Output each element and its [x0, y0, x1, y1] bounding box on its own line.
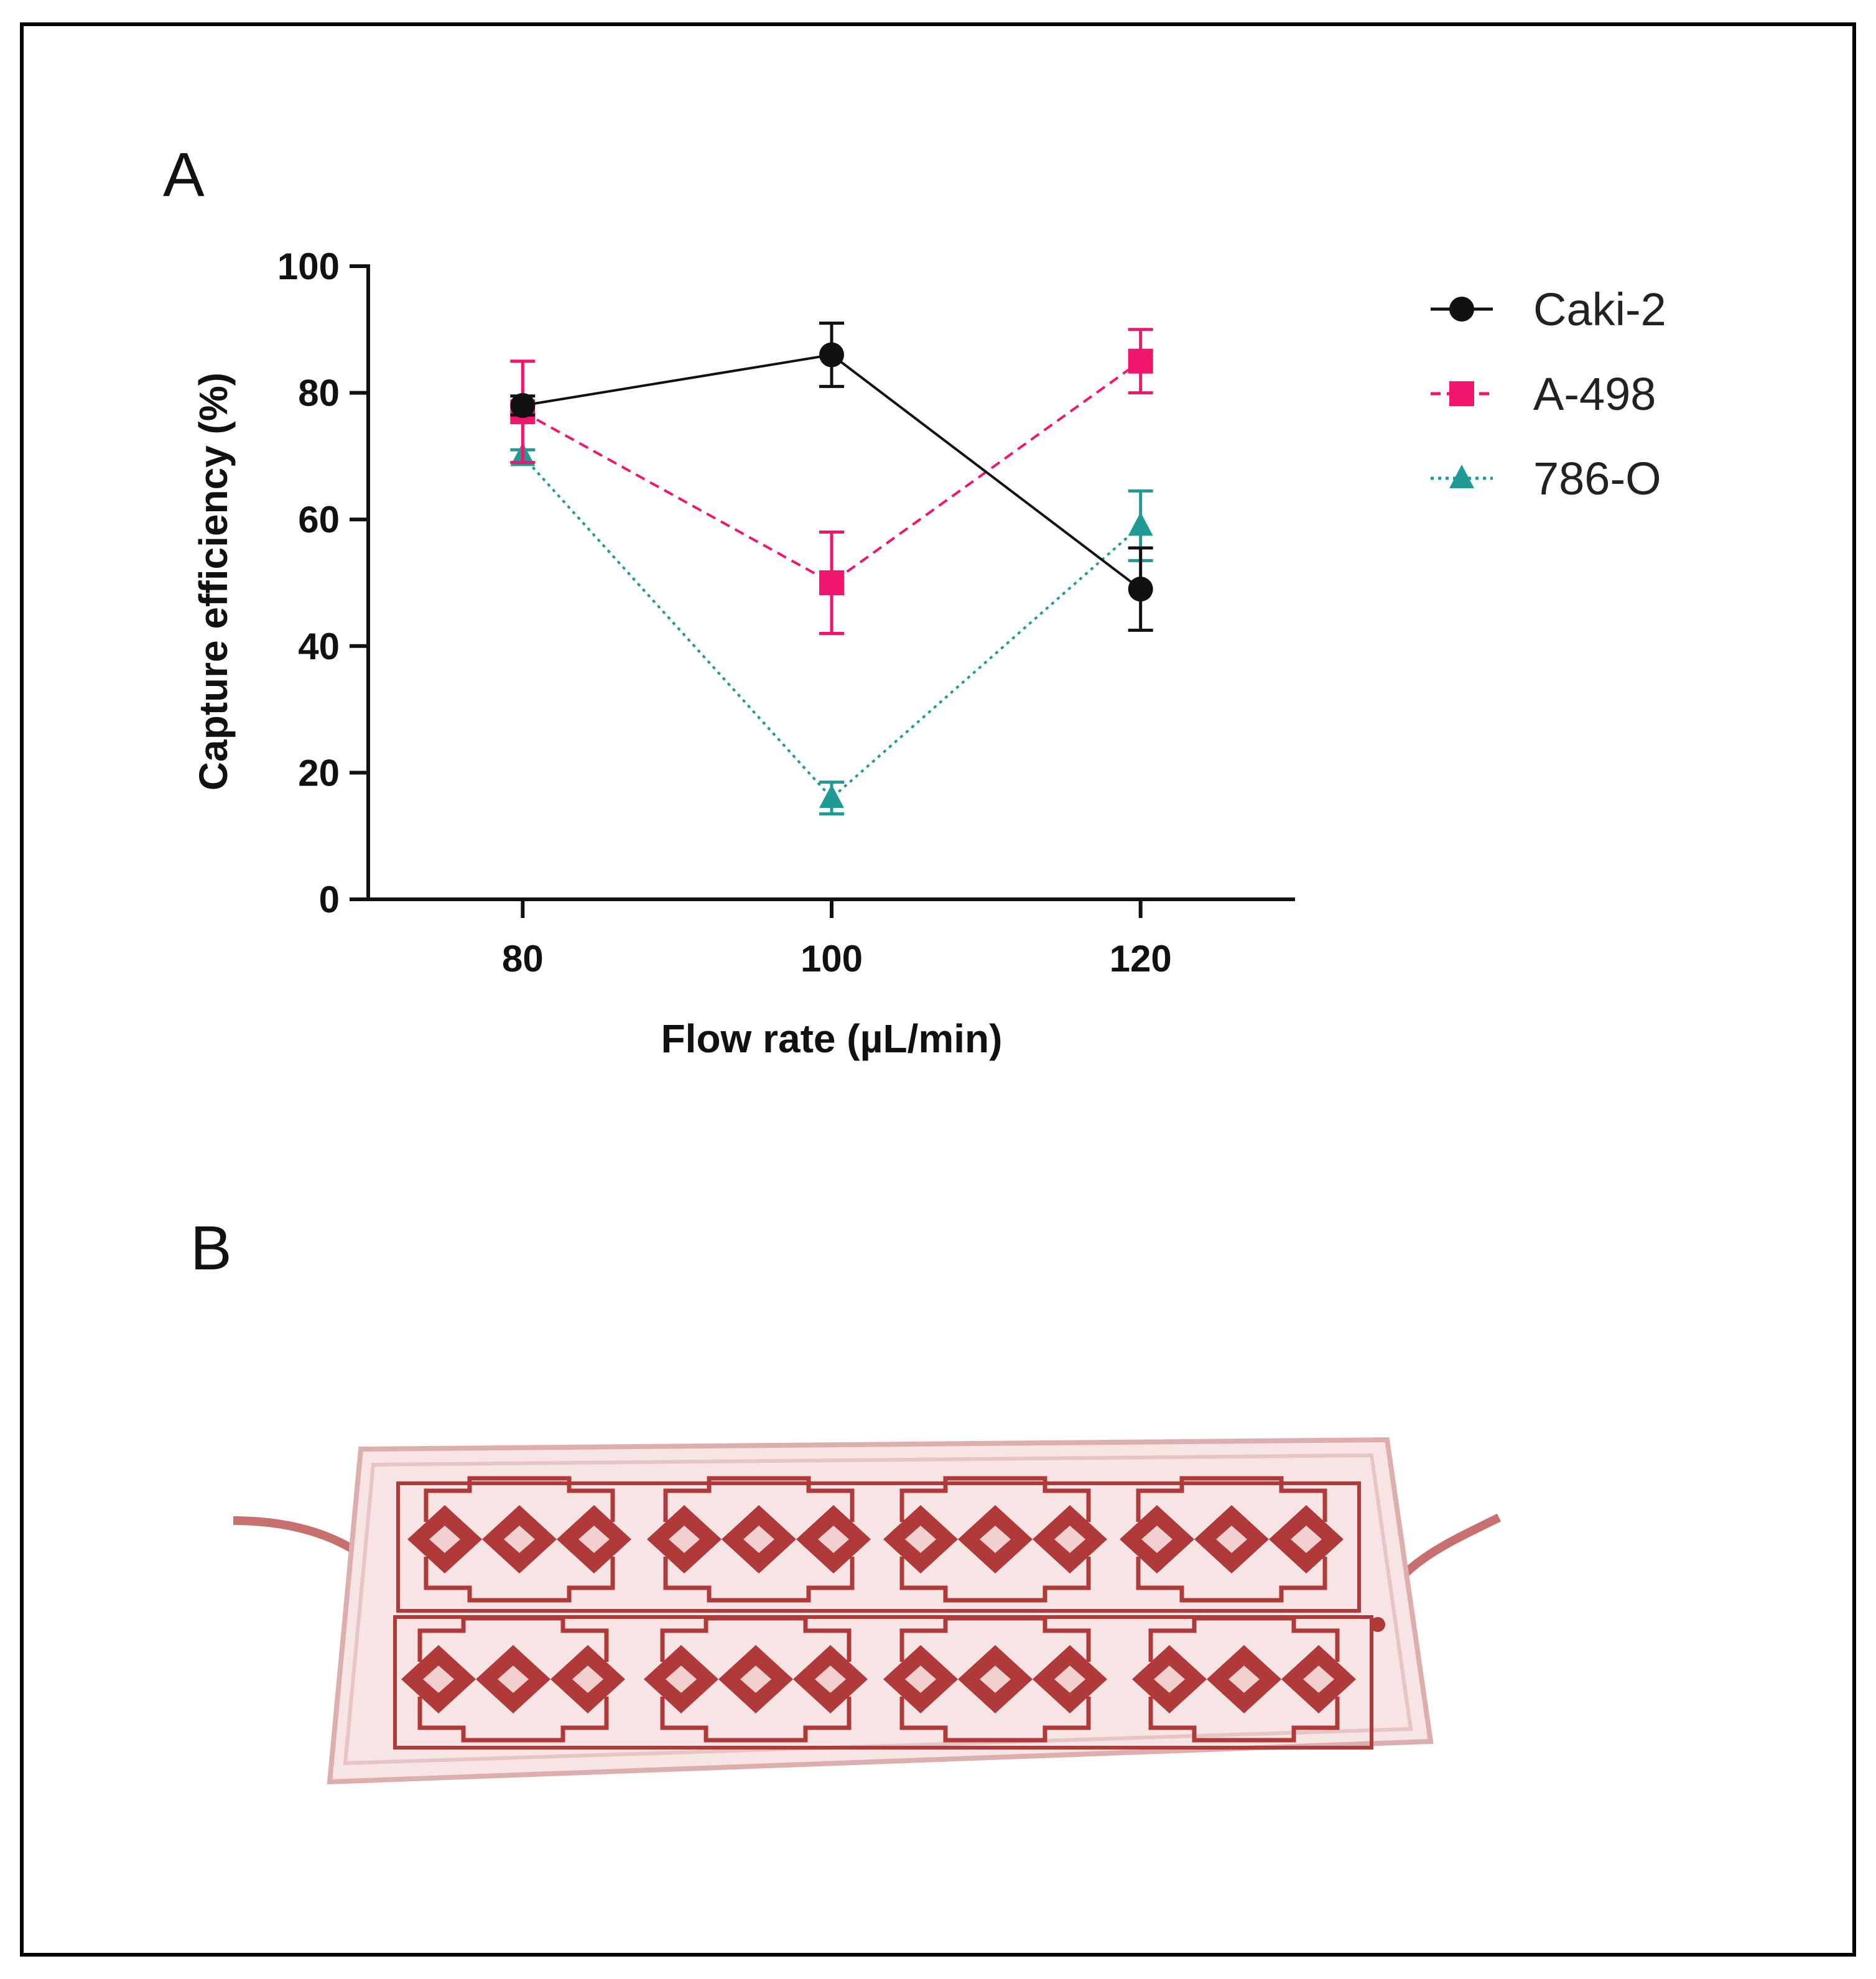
y-tick-label: 40: [298, 626, 340, 667]
legend-marker: [1449, 297, 1474, 322]
x-tick-label: 80: [502, 938, 544, 980]
panel-a-label: A: [163, 140, 205, 210]
capture-efficiency-chart: 0 20 40 60 80 100 80 100 120 Flow rate (µL/min)…: [191, 246, 1666, 1061]
legend-label: Caki-2: [1533, 284, 1666, 335]
legend-marker: [1449, 381, 1474, 406]
outlet-port: [1370, 1617, 1385, 1632]
channel-row-2: [393, 1615, 1373, 1750]
chip-photo: [233, 1437, 1502, 1785]
y-tick-label: 80: [298, 373, 340, 414]
y-tick-label: 20: [298, 752, 340, 794]
legend-label: A-498: [1533, 368, 1656, 420]
data-point: [510, 392, 536, 418]
x-tick-label: 120: [1110, 938, 1172, 980]
y-tick-label: 60: [298, 499, 340, 540]
y-tick-label: 0: [319, 879, 340, 920]
data-point: [1128, 348, 1153, 374]
data-point: [819, 784, 844, 809]
figure-frame: [20, 22, 1856, 1957]
data-point: [1128, 577, 1153, 602]
data-point: [819, 342, 844, 368]
legend-label: 786-O: [1533, 453, 1661, 504]
y-tick-label: 100: [277, 246, 340, 287]
x-tick-label: 100: [801, 938, 863, 980]
data-point: [819, 570, 844, 595]
chart-legend: Caki-2 A-498 786-O: [1431, 284, 1666, 504]
series-caki-2: [510, 322, 1153, 632]
legend-marker: [1449, 465, 1474, 488]
x-axis-label: Flow rate (µL/min): [661, 1016, 1003, 1061]
panel-b-label: B: [190, 1213, 232, 1283]
series-line: [522, 360, 1141, 585]
y-axis-label: Capture efficiency (%): [191, 373, 236, 790]
data-point: [1128, 512, 1153, 536]
channel-row-1: [396, 1481, 1361, 1613]
